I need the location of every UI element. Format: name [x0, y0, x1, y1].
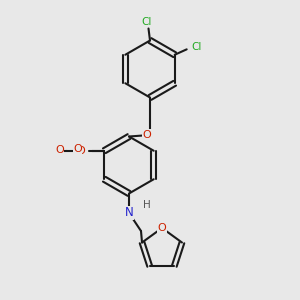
Text: Cl: Cl — [142, 17, 152, 27]
Text: O: O — [73, 144, 82, 154]
Text: methoxy: methoxy — [65, 149, 72, 151]
Text: O: O — [142, 130, 152, 140]
Text: O: O — [55, 145, 64, 154]
Text: O: O — [76, 146, 85, 156]
Text: N: N — [124, 206, 134, 220]
Text: O: O — [158, 223, 166, 233]
Text: Cl: Cl — [191, 42, 202, 52]
Text: H: H — [142, 200, 150, 211]
